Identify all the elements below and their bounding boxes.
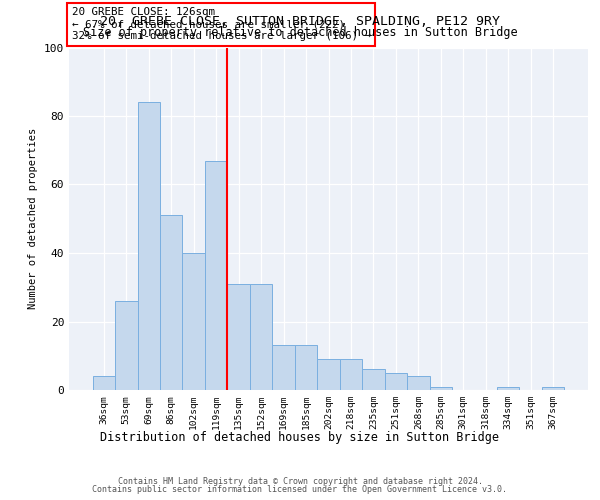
Bar <box>542 386 565 390</box>
Bar <box>182 253 205 390</box>
Bar <box>385 373 407 390</box>
Bar <box>430 386 452 390</box>
Bar <box>227 284 250 390</box>
Bar <box>497 386 520 390</box>
Bar <box>317 359 340 390</box>
Bar <box>295 346 317 390</box>
Text: Distribution of detached houses by size in Sutton Bridge: Distribution of detached houses by size … <box>101 431 499 444</box>
Text: 20, GREBE CLOSE, SUTTON BRIDGE, SPALDING, PE12 9RY: 20, GREBE CLOSE, SUTTON BRIDGE, SPALDING… <box>100 15 500 28</box>
Bar <box>340 359 362 390</box>
Bar <box>92 376 115 390</box>
Bar <box>205 160 227 390</box>
Bar <box>115 301 137 390</box>
Text: Contains public sector information licensed under the Open Government Licence v3: Contains public sector information licen… <box>92 485 508 494</box>
Bar <box>137 102 160 390</box>
Text: Size of property relative to detached houses in Sutton Bridge: Size of property relative to detached ho… <box>83 26 517 39</box>
Bar <box>362 370 385 390</box>
Bar <box>407 376 430 390</box>
Text: 20 GREBE CLOSE: 126sqm
← 67% of detached houses are smaller (222)
32% of semi-de: 20 GREBE CLOSE: 126sqm ← 67% of detached… <box>71 8 371 40</box>
Bar <box>160 216 182 390</box>
Bar <box>272 346 295 390</box>
Text: Contains HM Land Registry data © Crown copyright and database right 2024.: Contains HM Land Registry data © Crown c… <box>118 477 482 486</box>
Bar <box>250 284 272 390</box>
Y-axis label: Number of detached properties: Number of detached properties <box>28 128 38 310</box>
